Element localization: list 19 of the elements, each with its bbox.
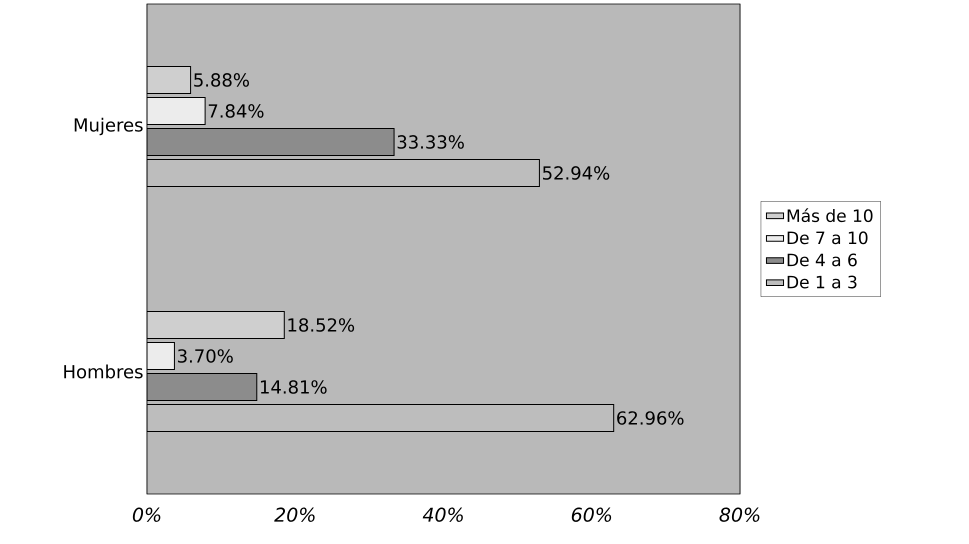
data-label: 14.81%: [260, 380, 327, 394]
x-tick-label: 80%: [720, 508, 760, 522]
x-tick-label: 60%: [572, 508, 612, 522]
data-label: 3.70%: [178, 349, 233, 363]
x-tick-label: 40%: [422, 508, 463, 522]
data-label: 33.33%: [398, 135, 464, 149]
x-tick-label: 0%: [132, 508, 160, 522]
data-label: 7.84%: [208, 104, 264, 118]
data-label: 5.88%: [194, 73, 249, 87]
legend-label: Más de 10: [788, 208, 873, 222]
legend-label: De 4 a 6: [788, 253, 857, 266]
data-label: 18.52%: [288, 318, 354, 332]
legend-label: De 7 a 10: [788, 231, 868, 244]
data-label: 62.96%: [617, 411, 684, 425]
x-tick-label: 20%: [274, 508, 315, 522]
data-label: 52.94%: [543, 166, 610, 180]
y-tick-label: Mujeres: [74, 118, 143, 136]
legend-label: De 1 a 3: [788, 276, 856, 288]
y-tick-label: Hombres: [64, 364, 143, 378]
